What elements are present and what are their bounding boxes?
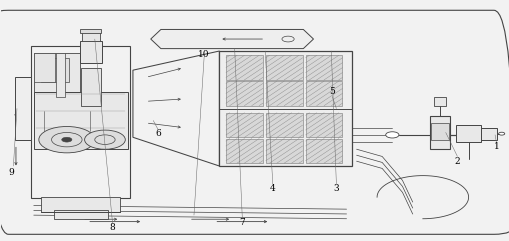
Bar bbox=[55, 54, 65, 97]
Bar bbox=[225, 139, 262, 163]
Circle shape bbox=[39, 127, 95, 153]
Bar bbox=[305, 81, 342, 106]
Circle shape bbox=[84, 130, 125, 149]
Bar bbox=[431, 123, 448, 140]
Bar bbox=[265, 81, 302, 106]
Polygon shape bbox=[151, 29, 313, 49]
Bar bbox=[31, 46, 130, 198]
Bar bbox=[80, 68, 101, 106]
Bar bbox=[79, 41, 102, 63]
Circle shape bbox=[385, 132, 398, 138]
Bar bbox=[54, 210, 107, 219]
Bar bbox=[15, 77, 31, 140]
Bar bbox=[305, 113, 342, 137]
Bar bbox=[433, 97, 445, 106]
Text: 3: 3 bbox=[333, 184, 338, 193]
Bar bbox=[225, 113, 262, 137]
Text: 2: 2 bbox=[454, 157, 459, 166]
Text: 5: 5 bbox=[329, 87, 334, 96]
Bar bbox=[82, 32, 100, 41]
Bar bbox=[305, 139, 342, 163]
Circle shape bbox=[62, 137, 72, 142]
Bar bbox=[430, 116, 449, 149]
Bar bbox=[225, 81, 262, 106]
Text: 9: 9 bbox=[8, 167, 14, 176]
Bar bbox=[41, 58, 69, 82]
Bar bbox=[41, 197, 120, 212]
Text: 10: 10 bbox=[198, 50, 210, 59]
Bar bbox=[80, 29, 101, 33]
Bar bbox=[225, 55, 262, 80]
Text: 8: 8 bbox=[109, 223, 115, 232]
Bar bbox=[480, 128, 496, 140]
Bar bbox=[305, 55, 342, 80]
Text: 1: 1 bbox=[493, 142, 498, 151]
Bar bbox=[219, 51, 351, 166]
Bar bbox=[455, 125, 480, 142]
Bar bbox=[265, 113, 302, 137]
Bar bbox=[265, 55, 302, 80]
Text: 6: 6 bbox=[155, 129, 161, 138]
Bar bbox=[265, 139, 302, 163]
Bar bbox=[34, 54, 54, 82]
Circle shape bbox=[498, 132, 504, 135]
Bar bbox=[34, 54, 79, 92]
Bar bbox=[34, 92, 128, 149]
Text: 7: 7 bbox=[239, 218, 245, 227]
Text: 4: 4 bbox=[269, 184, 275, 193]
